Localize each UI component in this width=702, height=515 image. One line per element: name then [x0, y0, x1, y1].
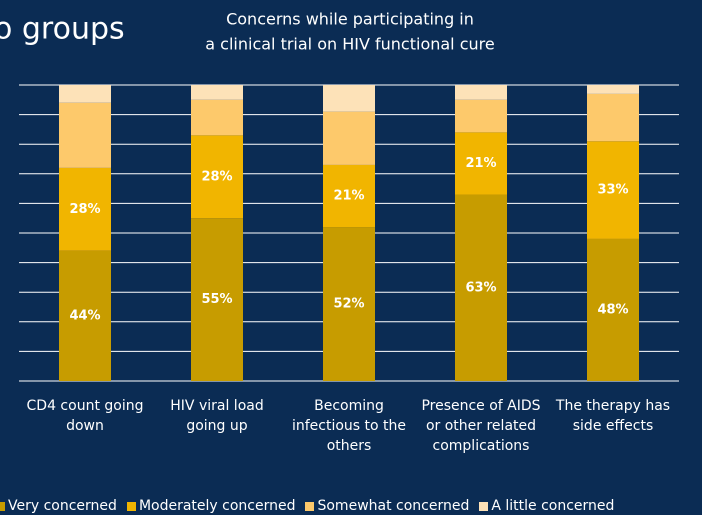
bar-segment: [59, 250, 111, 381]
value-label: 28%: [201, 169, 232, 184]
bar-segment: [323, 164, 375, 228]
legend-swatch: [305, 501, 315, 511]
x-tick-label: CD4 count going down: [26, 398, 144, 434]
bar-segment: [455, 194, 507, 381]
legend-label: Moderately concerned: [138, 498, 296, 514]
legend: Very concerned Moderately concerned Somewh…: [0, 498, 614, 514]
bar-segment: [587, 85, 639, 94]
legend-item: Moderately concerned: [126, 498, 296, 514]
bar-segment: [587, 93, 639, 142]
value-label: 21%: [465, 156, 496, 171]
legend-item: A little concerned: [479, 498, 614, 514]
x-tick-label: Presence of AIDS or other related compli…: [421, 398, 541, 454]
bar-segment: [323, 227, 375, 381]
bar-segment: [323, 111, 375, 165]
legend-item: Somewhat concerned: [305, 498, 469, 514]
value-label: 28%: [69, 202, 100, 217]
bar-segment: [59, 102, 111, 168]
legend-label: Very concerned: [8, 498, 117, 514]
value-label: 44%: [69, 308, 100, 323]
chart-title: Concerns while participating in: [226, 10, 474, 29]
x-tick-label: The therapy has side effects: [555, 398, 671, 434]
bar-segment: [587, 141, 639, 239]
value-label: 33%: [597, 183, 628, 198]
bar-segment: [191, 85, 243, 100]
bar-segment: [323, 85, 375, 112]
bar-segment: [59, 85, 111, 103]
bar-segment: [191, 135, 243, 219]
legend-swatch: [126, 501, 136, 511]
legend-label: A little concerned: [491, 498, 615, 514]
value-label: 63%: [465, 280, 496, 295]
legend-swatch: [0, 501, 5, 511]
value-label: 48%: [597, 302, 628, 317]
value-label: 52%: [333, 297, 364, 312]
bar-segment: [59, 167, 111, 251]
legend-swatch: [479, 501, 489, 511]
bar-segment: [455, 132, 507, 195]
bar-segment: [455, 99, 507, 133]
x-tick-label: HIV viral load going up: [170, 398, 264, 434]
value-label: 55%: [201, 292, 232, 307]
heading: o groups: [0, 12, 125, 47]
bar-segment: [587, 238, 639, 381]
bar-segment: [191, 218, 243, 381]
legend-label: Somewhat concerned: [317, 498, 470, 514]
value-label: 21%: [333, 189, 364, 204]
legend-item: Very concerned: [0, 498, 117, 514]
x-tick-label: Becoming infectious to the others: [291, 398, 407, 454]
bar-segment: [455, 85, 507, 100]
bar-segment: [191, 99, 243, 136]
chart-title: a clinical trial on HIV functional cure: [205, 35, 494, 54]
